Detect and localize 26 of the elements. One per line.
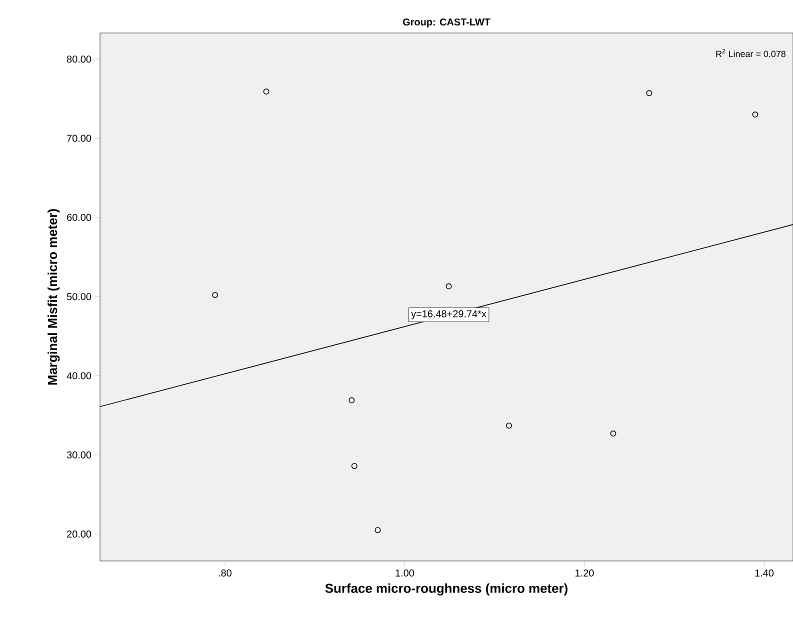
y-tick-label: 50.00	[66, 293, 92, 300]
point	[446, 283, 452, 290]
chart-title: Group: CAST-LWT	[403, 18, 490, 28]
x-tick-label: 1.20	[576, 570, 594, 577]
y-tick-label: 30.00	[66, 451, 92, 458]
point	[646, 90, 652, 96]
annotation: y=16.48+29.74*x	[411, 310, 486, 320]
x-tick-label: .80	[218, 570, 232, 577]
x-tick-label: 1.00	[396, 570, 414, 577]
point	[374, 527, 381, 534]
y-axis-title: Marginal Misfit (micro meter)	[48, 209, 60, 385]
point	[351, 462, 358, 469]
y-tick-label: 60.00	[67, 214, 92, 221]
point	[610, 430, 616, 437]
point	[348, 397, 355, 404]
x-tick-label: 1.40	[755, 570, 774, 577]
y-tick-label: 40.00	[66, 372, 92, 380]
point	[752, 112, 758, 118]
x-axis-title: Surface micro-roughness (micro meter)	[325, 583, 568, 596]
annotation: R$^{2}$ Linear = 0.078	[716, 49, 786, 58]
point	[212, 292, 218, 298]
point	[263, 88, 270, 95]
y-tick-label: 80.00	[66, 56, 92, 63]
point	[506, 422, 512, 429]
y-tick-label: 20.00	[67, 530, 92, 538]
y-tick-label: 70.00	[67, 134, 92, 142]
